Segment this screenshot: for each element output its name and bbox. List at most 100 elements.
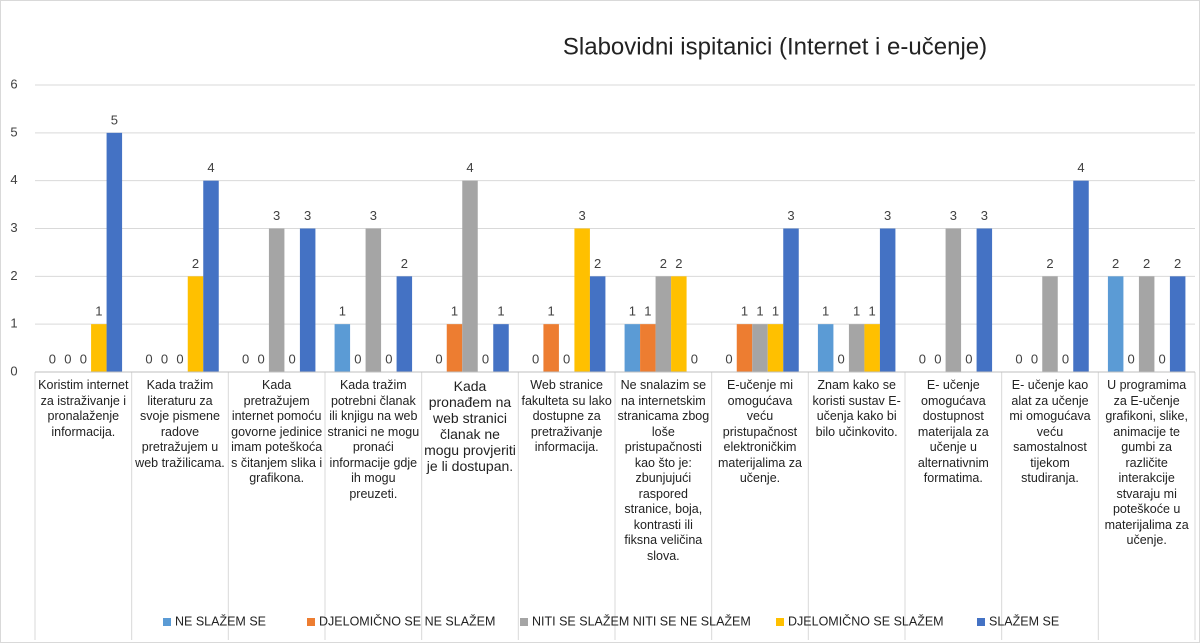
- value-label: 0: [482, 351, 489, 366]
- bar: [945, 228, 962, 372]
- value-label: 0: [64, 351, 71, 366]
- bar: [543, 324, 559, 372]
- legend-swatch: [520, 618, 528, 626]
- value-label: 1: [497, 304, 504, 319]
- value-label: 3: [950, 208, 957, 223]
- value-label: 2: [192, 256, 199, 271]
- value-label: 0: [435, 351, 442, 366]
- bar: [736, 324, 753, 372]
- bar: [671, 276, 687, 372]
- legend-swatch: [776, 618, 784, 626]
- value-label: 0: [919, 351, 926, 366]
- x-tick-label: U programima za E-učenje grafikoni, slik…: [1104, 378, 1189, 547]
- value-label: 1: [853, 304, 860, 319]
- value-label: 0: [563, 351, 570, 366]
- x-tick-label: Ne snalazim se na internetskim stranicam…: [617, 378, 710, 563]
- bar: [864, 324, 880, 372]
- value-label: 2: [401, 256, 408, 271]
- value-label: 0: [80, 351, 87, 366]
- bar: [334, 324, 351, 372]
- y-tick-label: 6: [10, 76, 17, 91]
- bar: [589, 276, 606, 372]
- bar: [655, 276, 672, 372]
- value-label: 1: [772, 304, 779, 319]
- value-label: 0: [258, 351, 265, 366]
- value-label: 0: [725, 351, 732, 366]
- value-label: 0: [289, 351, 296, 366]
- value-label: 2: [594, 256, 601, 271]
- x-tick-label: Web stranice fakulteta su lako dostupne …: [521, 378, 612, 454]
- bar: [848, 324, 865, 372]
- legend-label: NITI SE SLAŽEM NITI SE NE SLAŽEM: [532, 613, 751, 628]
- bar: [879, 228, 896, 372]
- bar: [1107, 276, 1124, 372]
- y-tick-label: 5: [10, 124, 17, 139]
- value-label: 1: [741, 304, 748, 319]
- value-label: 0: [934, 351, 941, 366]
- bar: [187, 276, 204, 372]
- legend-swatch: [977, 618, 985, 626]
- bar: [365, 228, 382, 372]
- value-label: 2: [1143, 256, 1150, 271]
- value-label: 3: [981, 208, 988, 223]
- y-tick-label: 0: [10, 363, 17, 378]
- legend-label: DJELOMIČNO SE NE SLAŽEM: [319, 613, 495, 628]
- bar: [1073, 180, 1089, 372]
- y-tick-label: 1: [10, 316, 17, 331]
- value-label: 1: [95, 304, 102, 319]
- y-tick-label: 2: [10, 268, 17, 283]
- x-tick-label: Kada tražim literaturu za svoje pismene …: [135, 378, 225, 470]
- value-label: 0: [532, 351, 539, 366]
- chart-title: Slabovidni ispitanici (Internet i e-učen…: [563, 33, 987, 60]
- value-label: 2: [1112, 256, 1119, 271]
- value-label: 3: [370, 208, 377, 223]
- bar: [1138, 276, 1155, 372]
- x-tick-label: Koristim internet za istraživanje i pron…: [38, 378, 129, 439]
- value-label: 1: [451, 304, 458, 319]
- legend-label: SLAŽEM SE: [989, 613, 1059, 628]
- legend-label: DJELOMIČNO SE SLAŽEM: [788, 613, 944, 628]
- bar: [462, 180, 478, 372]
- bar: [91, 324, 107, 372]
- x-tick-label: E- učenje kao alat za učenje mi omogućav…: [1009, 378, 1091, 485]
- bar: [106, 132, 123, 372]
- value-label: 1: [756, 304, 763, 319]
- bar: [767, 324, 784, 372]
- value-label: 0: [965, 351, 972, 366]
- x-tick-label: Kada pretražujem internet pomoću govorne…: [231, 378, 323, 485]
- value-label: 2: [675, 256, 682, 271]
- bar: [1169, 276, 1186, 372]
- legend-swatch: [163, 618, 171, 626]
- value-label: 2: [1174, 256, 1181, 271]
- value-label: 3: [579, 208, 586, 223]
- value-label: 0: [1015, 351, 1022, 366]
- value-label: 0: [691, 351, 698, 366]
- value-label: 1: [339, 304, 346, 319]
- legend-swatch: [307, 618, 315, 626]
- value-label: 0: [1128, 351, 1135, 366]
- bar: [203, 180, 219, 372]
- value-label: 3: [304, 208, 311, 223]
- value-label: 1: [644, 304, 651, 319]
- y-tick-label: 3: [10, 220, 17, 235]
- x-tick-label: Kada tražim potrebni članak ili knjigu n…: [327, 378, 420, 501]
- y-tick-label: 4: [10, 172, 17, 187]
- x-tick-label: Znam kako se koristi sustav E-učenja kak…: [812, 378, 901, 439]
- value-label: 4: [1077, 160, 1084, 175]
- value-label: 0: [838, 351, 845, 366]
- value-label: 1: [629, 304, 636, 319]
- x-tick-label: E-učenje mi omogućava veću pristupačnost…: [717, 378, 803, 485]
- value-label: 4: [207, 160, 214, 175]
- bar: [817, 324, 834, 372]
- bar: [574, 228, 590, 372]
- legend-label: NE SLAŽEM SE: [175, 613, 266, 628]
- value-label: 5: [111, 112, 118, 127]
- x-tick-label: Kada pronađem na web stranici članak ne …: [424, 378, 516, 474]
- value-label: 0: [49, 351, 56, 366]
- x-tick-label: E- učenje omogućava dostupnost materijal…: [917, 378, 989, 485]
- value-label: 3: [273, 208, 280, 223]
- value-label: 0: [1062, 351, 1069, 366]
- value-label: 0: [145, 351, 152, 366]
- value-label: 1: [822, 304, 829, 319]
